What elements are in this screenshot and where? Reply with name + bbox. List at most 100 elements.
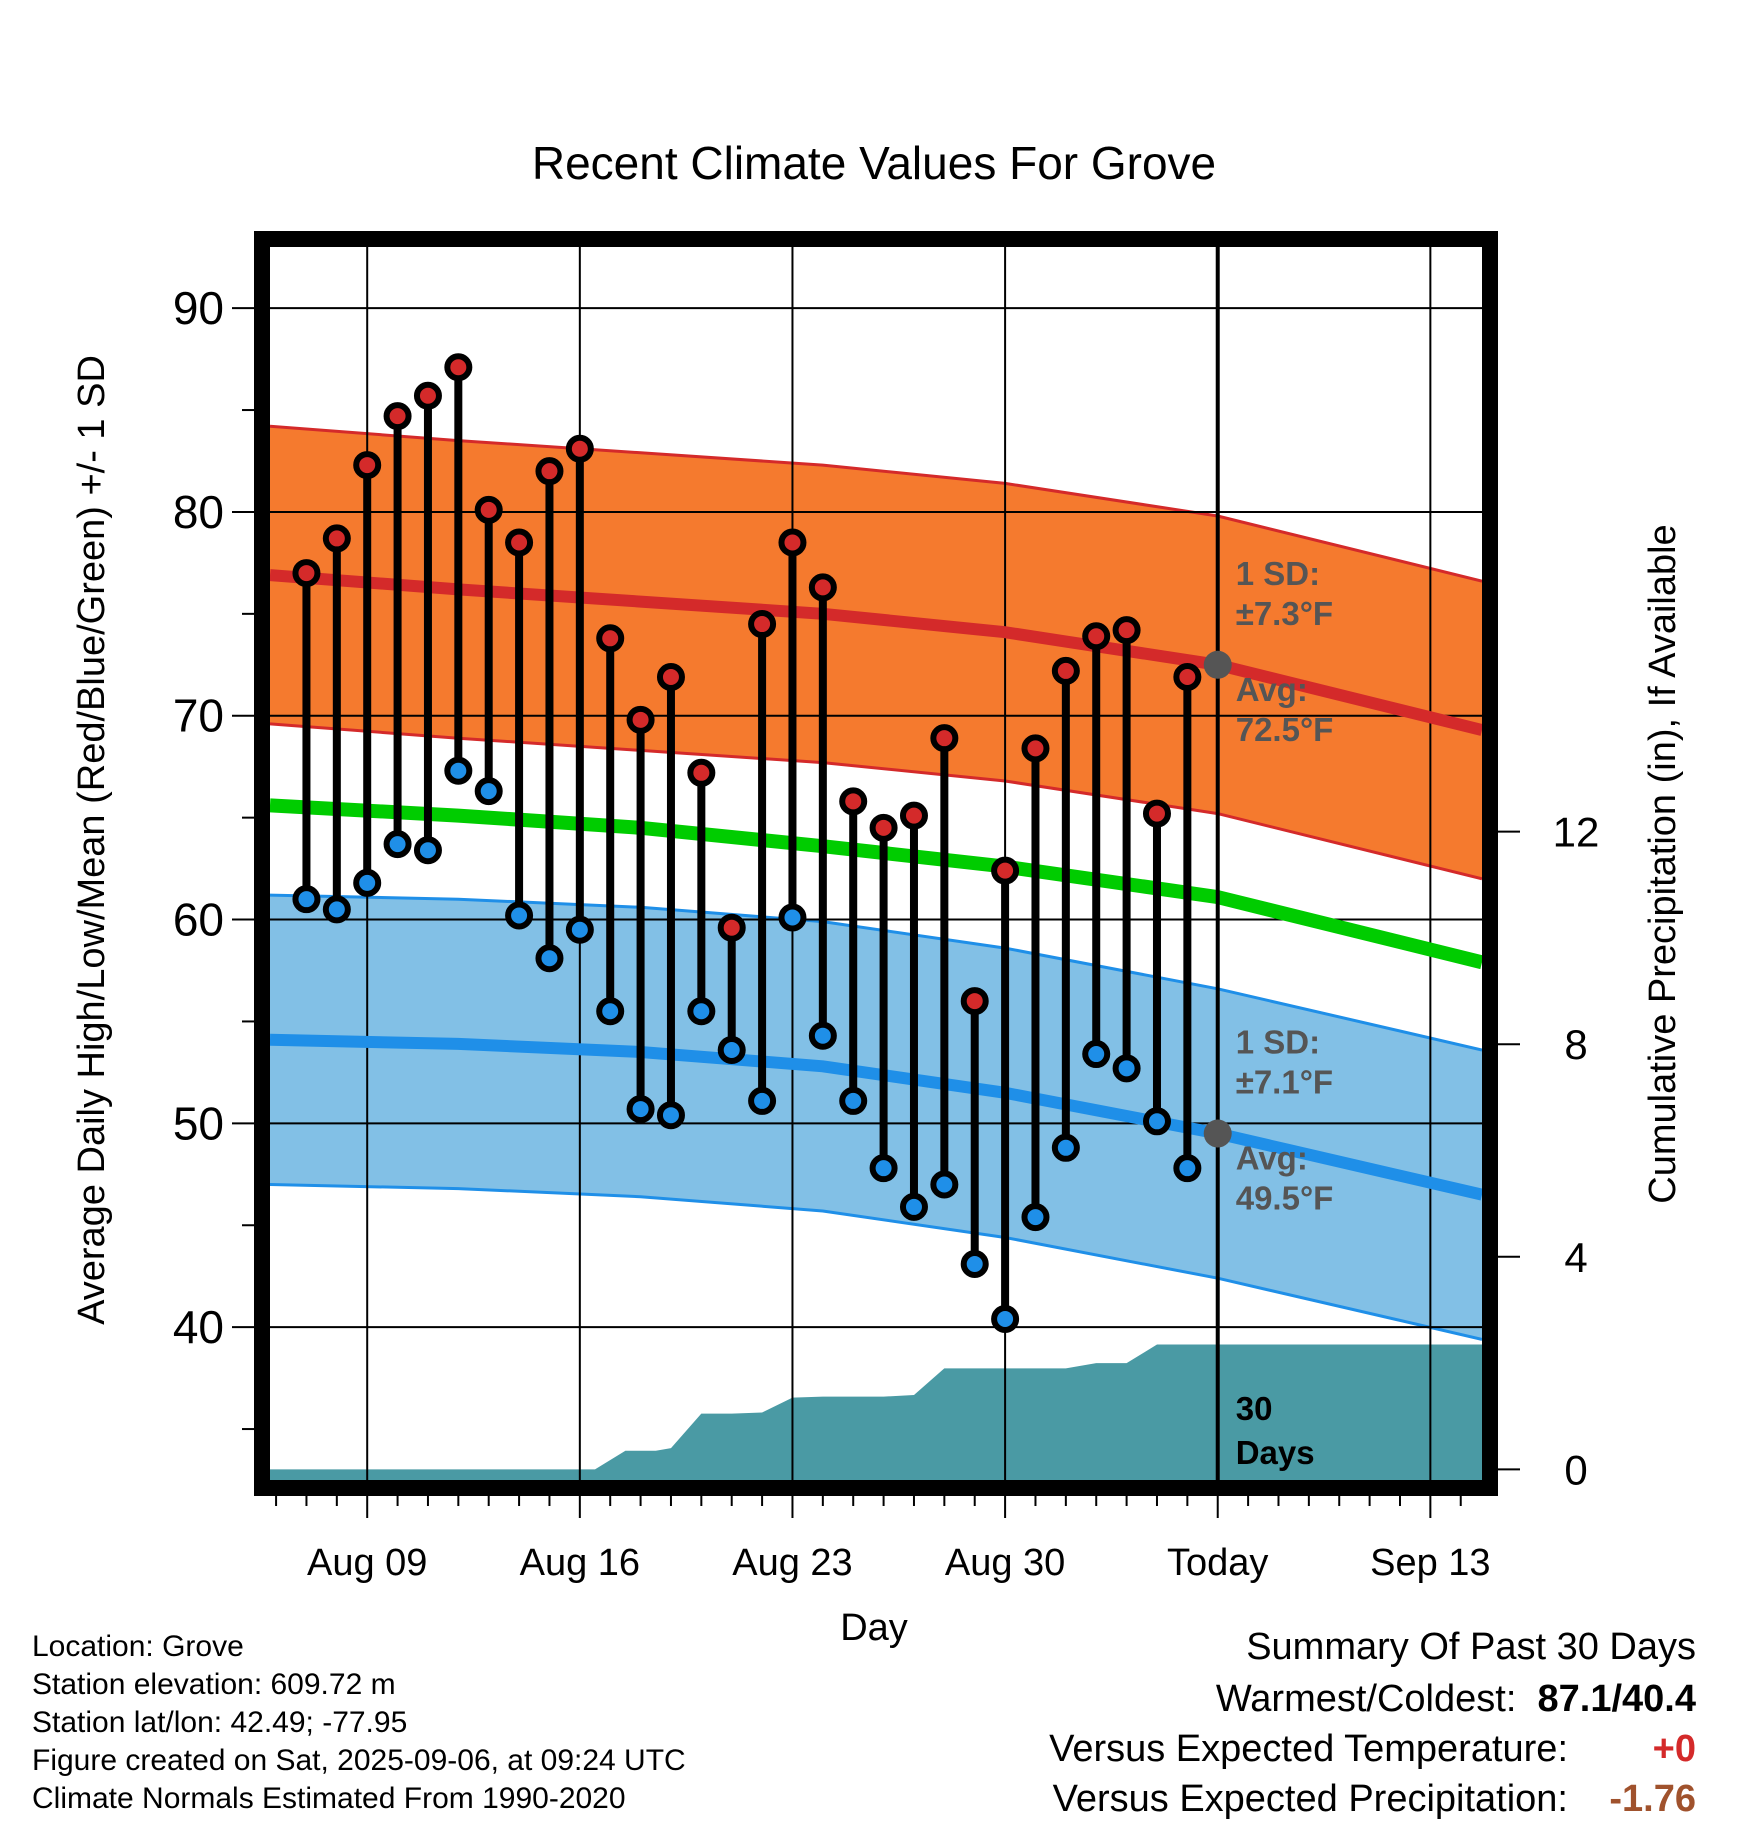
low-temp-point: [353, 868, 382, 897]
high-temp-point: [474, 495, 503, 524]
x-tick-label: Aug 16: [520, 1542, 640, 1584]
y2-tick-label: 12: [1553, 809, 1600, 856]
high-temp-point: [930, 724, 959, 753]
high-temp-point: [444, 353, 473, 382]
high-temp-point: [991, 856, 1020, 885]
low-temp-point: [656, 1101, 685, 1130]
summary-precip: Versus Expected Precipitation: -1.76: [1053, 1778, 1696, 1821]
low-temp-point: [565, 915, 594, 944]
low-temp-point: [991, 1304, 1020, 1333]
high-temp-point: [1173, 663, 1202, 692]
high-temp-point: [1142, 799, 1171, 828]
high-avg-value: 72.5°F: [1236, 711, 1334, 748]
high-temp-point: [596, 624, 625, 653]
low-temp-point: [1112, 1054, 1141, 1083]
high-avg-label: Avg:: [1236, 671, 1308, 708]
warmest-coldest-value: 87.1/40.4: [1537, 1678, 1696, 1720]
high-temp-point: [565, 434, 594, 463]
high-sd-value: ±7.3°F: [1236, 595, 1333, 632]
high-temp-point: [839, 787, 868, 816]
low-temp-point: [808, 1021, 837, 1050]
high-sd-band: [270, 426, 1482, 879]
period-label-count: 30: [1236, 1390, 1273, 1427]
axes: 40 50 60 70 80 90 0 4 8 12 Aug 09 Aug 16 Aug 23 Aug 3…: [173, 231, 1600, 1584]
x-tick-label: Aug 23: [732, 1542, 852, 1584]
y-tick-label: 60: [173, 894, 224, 946]
summary-temp: Versus Expected Temperature: +0: [1049, 1728, 1696, 1771]
summary-warmest-coldest: Warmest/Coldest: 87.1/40.4: [1216, 1678, 1696, 1721]
low-avg-marker: [1203, 1119, 1232, 1148]
high-temp-point: [413, 381, 442, 410]
y2-tick-label: 8: [1564, 1021, 1587, 1068]
high-sd-label: 1 SD:: [1236, 555, 1320, 592]
high-temp-point: [808, 573, 837, 602]
low-temp-point: [778, 903, 807, 932]
high-avg-marker: [1203, 650, 1232, 679]
low-temp-point: [1173, 1154, 1202, 1183]
temp-label: Versus Expected Temperature:: [1049, 1728, 1568, 1770]
high-temp-point: [1021, 734, 1050, 763]
high-temp-point: [353, 451, 382, 480]
period-label-unit: Days: [1236, 1434, 1315, 1471]
temp-value: +0: [1652, 1728, 1696, 1770]
low-temp-point: [899, 1192, 928, 1221]
low-temp-point: [960, 1249, 989, 1278]
low-temp-point: [383, 830, 412, 859]
low-temp-point: [1051, 1133, 1080, 1162]
high-temp-point: [535, 457, 564, 486]
low-temp-point: [322, 895, 351, 924]
high-temp-point: [1082, 622, 1111, 651]
station-info: Location: Grove Station elevation: 609.7…: [32, 1628, 686, 1818]
y-tick-label: 90: [173, 282, 224, 334]
low-temp-point: [930, 1170, 959, 1199]
normals-text: Climate Normals Estimated From 1990-2020: [32, 1782, 626, 1815]
x-tick-label: Aug 30: [945, 1542, 1065, 1584]
high-temp-point: [748, 610, 777, 639]
x-tick-label: Sep 13: [1370, 1542, 1490, 1584]
low-avg-label: Avg:: [1236, 1140, 1308, 1177]
y-tick-label: 50: [173, 1097, 224, 1149]
low-sd-label: 1 SD:: [1236, 1024, 1320, 1061]
low-avg-value: 49.5°F: [1236, 1180, 1334, 1217]
low-temp-point: [596, 997, 625, 1026]
low-temp-point: [444, 756, 473, 785]
plot-frame: [254, 231, 1498, 1496]
high-temp-point: [869, 813, 898, 842]
high-temp-point: [322, 524, 351, 553]
latlon-text: Station lat/lon: 42.49; -77.95: [32, 1706, 408, 1739]
x-axis-label: Day: [840, 1607, 908, 1649]
low-temp-point: [413, 836, 442, 865]
low-temp-point: [717, 1035, 746, 1064]
low-temp-point: [1142, 1107, 1171, 1136]
low-sd-value: ±7.1°F: [1236, 1064, 1333, 1101]
low-temp-point: [626, 1095, 655, 1124]
high-temp-point: [292, 559, 321, 588]
elevation-text: Station elevation: 609.72 m: [32, 1668, 396, 1701]
low-temp-point: [505, 901, 534, 930]
high-temp-point: [899, 801, 928, 830]
high-temp-point: [1112, 616, 1141, 645]
location-text: Location: Grove: [32, 1630, 244, 1663]
y2-tick-label: 4: [1564, 1234, 1587, 1281]
low-temp-point: [535, 944, 564, 973]
warmest-coldest-label: Warmest/Coldest:: [1215, 1678, 1517, 1720]
chart-title: Recent Climate Values For Grove: [532, 137, 1216, 189]
high-temp-point: [960, 987, 989, 1016]
low-sd-band: [270, 895, 1482, 1340]
high-temp-point: [778, 528, 807, 557]
high-temp-point: [656, 663, 685, 692]
x-tick-label: Today: [1167, 1542, 1268, 1584]
y2-axis-label: Cumulative Precipitation (in), If Availa…: [1642, 524, 1684, 1203]
y2-tick-label: 0: [1564, 1446, 1587, 1493]
y-axis-label: Average Daily High/Low/Mean (Red/Blue/Gr…: [71, 355, 113, 1325]
precipitation-area: [270, 1344, 1482, 1480]
low-temp-point: [748, 1086, 777, 1115]
low-temp-point: [1082, 1040, 1111, 1069]
y-tick-label: 80: [173, 486, 224, 538]
high-temp-point: [1051, 656, 1080, 685]
low-temp-point: [474, 777, 503, 806]
low-temp-point: [292, 885, 321, 914]
low-temp-point: [1021, 1203, 1050, 1232]
x-tick-label: Aug 09: [307, 1542, 427, 1584]
